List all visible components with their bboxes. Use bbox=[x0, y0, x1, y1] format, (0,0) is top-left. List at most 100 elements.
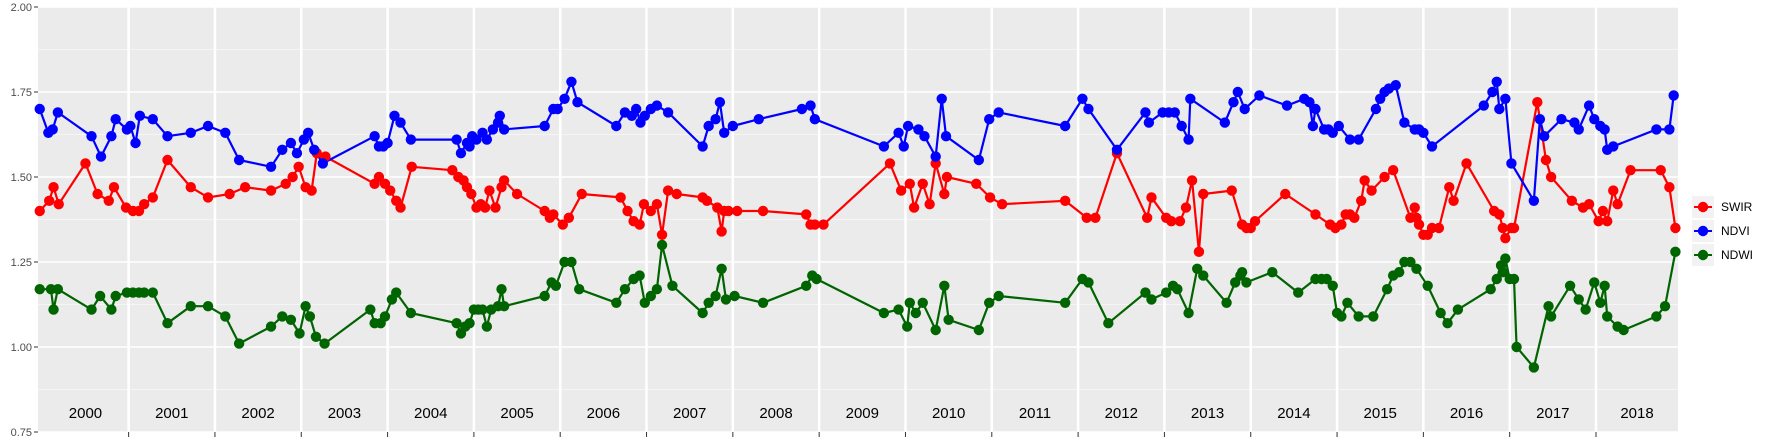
swir-point bbox=[1280, 188, 1291, 200]
ndwi-point bbox=[1651, 311, 1662, 322]
ndvi-point bbox=[552, 103, 563, 115]
swir-point bbox=[1141, 212, 1153, 223]
ndvi-point bbox=[1232, 86, 1243, 98]
ndvi-point bbox=[651, 100, 663, 111]
ndvi-point bbox=[1528, 195, 1540, 206]
ndwi-point bbox=[304, 311, 316, 322]
swir-point bbox=[662, 185, 674, 196]
swir-point bbox=[723, 205, 734, 217]
ndwi-point bbox=[48, 304, 59, 315]
ndvi-point bbox=[265, 161, 277, 172]
y-axis: 0.75 1.00 1.25 1.50 1.75 2.00 bbox=[11, 2, 38, 439]
ndvi-point bbox=[1140, 107, 1151, 118]
y-tick-label: 0.75 bbox=[11, 427, 32, 439]
swir-point bbox=[92, 188, 103, 200]
swir-point bbox=[651, 199, 663, 210]
ndwi-point bbox=[34, 284, 45, 295]
swir-point bbox=[622, 205, 633, 217]
ndwi-point bbox=[1140, 287, 1151, 298]
swir-point bbox=[1166, 216, 1177, 227]
ndwi-point bbox=[1595, 297, 1606, 308]
swir-point bbox=[1409, 202, 1420, 213]
swir-point bbox=[48, 182, 59, 193]
ndwi-point bbox=[710, 290, 721, 302]
ndwi-point bbox=[1394, 267, 1405, 278]
ndvi-point bbox=[202, 120, 214, 132]
ndvi-point bbox=[1491, 76, 1502, 88]
ndvi-point bbox=[1304, 97, 1315, 108]
ndwi-point bbox=[1452, 304, 1464, 315]
ndwi-point bbox=[233, 338, 245, 349]
ndvi-point bbox=[498, 124, 510, 135]
ndvi-point bbox=[1254, 90, 1265, 101]
swir-point bbox=[1608, 185, 1619, 196]
swir-point bbox=[638, 199, 650, 210]
ndvi-point bbox=[893, 127, 904, 138]
ndvi-point bbox=[130, 137, 141, 149]
swir-point bbox=[908, 202, 920, 213]
swir-point bbox=[801, 209, 812, 220]
ndwi-point bbox=[391, 287, 402, 298]
year-label: 2018 bbox=[1620, 405, 1653, 422]
ndwi-point bbox=[1381, 284, 1393, 295]
year-label: 2015 bbox=[1364, 405, 1397, 422]
ndwi-point bbox=[651, 284, 663, 295]
ndwi-point bbox=[1368, 311, 1379, 322]
ndwi-point bbox=[993, 290, 1004, 302]
ndvi-point bbox=[52, 107, 64, 118]
ndvi-point bbox=[1664, 124, 1675, 135]
ndvi-point bbox=[233, 154, 245, 166]
ndvi-point bbox=[1426, 141, 1438, 152]
year-label: 2013 bbox=[1191, 405, 1224, 422]
swir-point bbox=[1444, 182, 1455, 193]
ndwi-point bbox=[1580, 304, 1591, 315]
ndwi-point bbox=[1511, 341, 1522, 353]
swir-point bbox=[1602, 216, 1613, 227]
ndwi-point bbox=[1293, 287, 1304, 298]
ndwi-point bbox=[611, 297, 622, 308]
ndwi-point bbox=[162, 318, 173, 329]
ndwi-point bbox=[1327, 280, 1338, 291]
swir-point bbox=[265, 185, 277, 196]
swir-point bbox=[716, 226, 727, 237]
ndwi-point bbox=[379, 311, 391, 322]
ndwi-point bbox=[1599, 280, 1610, 291]
ndvi-point bbox=[34, 103, 45, 115]
swir-point bbox=[162, 154, 173, 166]
ndwi-point bbox=[550, 280, 562, 291]
ndvi-point bbox=[1143, 117, 1155, 128]
ndwi-point bbox=[94, 290, 106, 302]
ndvi-point bbox=[162, 131, 173, 142]
ndwi-point bbox=[1618, 324, 1629, 336]
ndwi-point bbox=[319, 338, 330, 349]
swir-point bbox=[1597, 205, 1609, 217]
ndvi-point bbox=[796, 103, 808, 115]
ndwi-point bbox=[481, 321, 493, 332]
swir-point bbox=[809, 219, 821, 230]
ndvi-point bbox=[1169, 107, 1180, 118]
ndwi-point bbox=[464, 318, 475, 329]
ndwi-point bbox=[574, 284, 585, 295]
ndwi-point bbox=[667, 280, 678, 291]
ndvi-point bbox=[727, 120, 739, 132]
ndvi-point bbox=[1573, 124, 1584, 135]
ndvi-point bbox=[1399, 117, 1410, 128]
swir-point bbox=[576, 188, 587, 200]
swir-point bbox=[224, 188, 235, 200]
year-label: 2008 bbox=[759, 405, 792, 422]
swir-point bbox=[1356, 195, 1367, 206]
ndvi-point bbox=[1183, 134, 1194, 145]
swir-point bbox=[1625, 165, 1636, 176]
ndvi-point bbox=[878, 141, 890, 152]
ndvi-point bbox=[973, 154, 985, 166]
swir-point bbox=[548, 209, 559, 220]
legend-label-ndwi: NDWI bbox=[1721, 248, 1753, 262]
ndvi-point bbox=[291, 148, 303, 159]
swir-point bbox=[1379, 171, 1390, 183]
ndvi-point bbox=[309, 144, 320, 155]
ndvi-point bbox=[1344, 134, 1356, 145]
swir-point bbox=[557, 219, 568, 230]
swir-point bbox=[490, 202, 501, 213]
swir-point bbox=[1500, 233, 1511, 244]
swir-point bbox=[1670, 222, 1681, 234]
